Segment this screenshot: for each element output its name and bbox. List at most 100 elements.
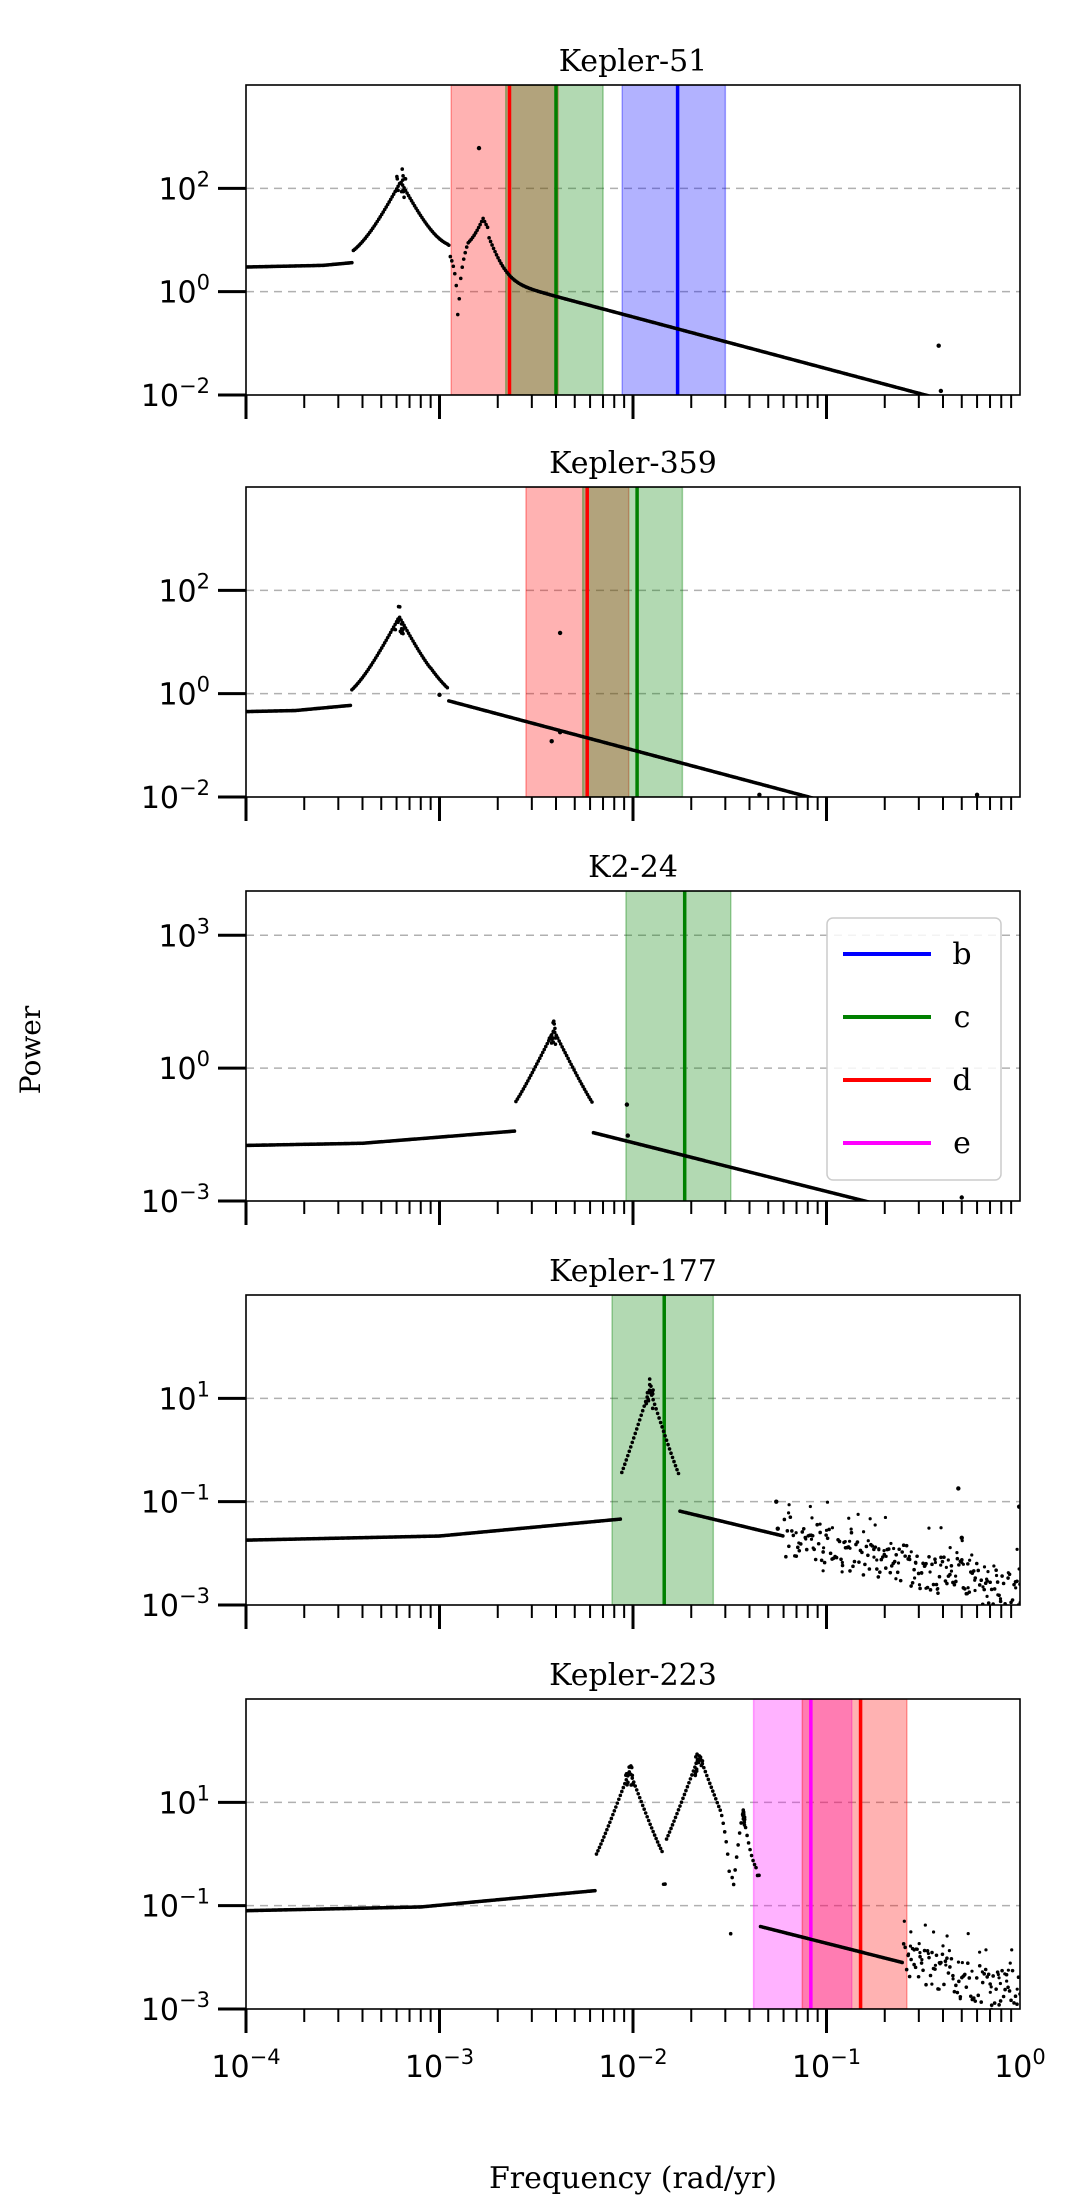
- spectrum-point: [654, 1836, 658, 1841]
- spectrum-point: [981, 1585, 985, 1589]
- spectrum-point: [866, 1539, 870, 1543]
- spectrum-point: [947, 1949, 952, 1953]
- spectrum-point: [1010, 1598, 1015, 1602]
- spectrum-point: [693, 1773, 698, 1778]
- spectrum-point: [460, 265, 465, 269]
- spectrum-point: [1004, 1972, 1009, 1977]
- spectrum-point: [719, 1813, 724, 1818]
- spectrum-point: [606, 1824, 611, 1828]
- spectrum-point: [576, 1076, 581, 1081]
- spectrum-point: [875, 1567, 879, 1571]
- spectrum-point: [622, 1462, 627, 1467]
- spectrum-point: [971, 1996, 976, 2000]
- spectrum-point: [857, 1560, 861, 1564]
- spectrum-point: [657, 1843, 661, 1848]
- band-planet-c: [625, 891, 732, 1201]
- spectrum-point: [877, 1203, 881, 1207]
- spectrum-point: [939, 1555, 943, 1560]
- y-tick-label: 100: [158, 673, 210, 713]
- spectrum-point: [350, 260, 354, 265]
- spectrum-point: [699, 1763, 704, 1768]
- spectrum-point: [564, 1053, 569, 1058]
- spectrum-point: [478, 222, 482, 227]
- spectrum-point: [655, 1411, 660, 1416]
- spectrum-point: [709, 1785, 714, 1790]
- spectrum-point: [455, 312, 460, 317]
- spectrum-point: [512, 1129, 517, 1133]
- spectrum-point: [399, 622, 404, 626]
- spectrum-point: [682, 1792, 687, 1797]
- spectrum-point: [933, 1557, 937, 1562]
- spectrum-point: [946, 1558, 950, 1562]
- spectrum-point: [821, 1546, 826, 1550]
- spectrum-point: [830, 1526, 835, 1530]
- spectrum-point: [938, 397, 942, 401]
- spectrum-point: [883, 1515, 888, 1520]
- spectrum-point: [637, 1795, 642, 1800]
- spectrum-point: [691, 1769, 696, 1773]
- spectrum-point: [888, 1570, 893, 1575]
- spectrum-point: [572, 1068, 576, 1072]
- spectrum-point: [788, 1515, 793, 1520]
- spectrum-point: [920, 1571, 924, 1575]
- spectrum-point: [837, 1539, 842, 1544]
- spectrum-point: [827, 1527, 831, 1532]
- spectrum-point: [485, 225, 490, 230]
- spectrum-point: [962, 1974, 966, 1978]
- spectrum-point: [889, 1541, 893, 1546]
- spectrum-point: [630, 1440, 635, 1445]
- spectrum-point: [821, 1550, 825, 1554]
- spectrum-point: [954, 1579, 958, 1584]
- spectrum-point: [781, 1534, 785, 1538]
- spectrum-point: [673, 1463, 678, 1468]
- spectrum-point: [741, 1817, 746, 1821]
- spectrum-point: [664, 1837, 669, 1841]
- spectrum-point: [944, 1565, 948, 1569]
- spectrum-point: [536, 1059, 541, 1063]
- spectrum-point: [450, 259, 454, 263]
- spectrum-point: [992, 1587, 997, 1591]
- outlier-point: [775, 1526, 780, 1531]
- outlier-point: [557, 729, 563, 735]
- x-tick-label: 10−1: [792, 2045, 861, 2085]
- spectrum-point: [401, 174, 405, 178]
- y-tick-label: 10−1: [141, 1481, 210, 1521]
- spectrum-point: [629, 1764, 633, 1768]
- spectrum-point: [1006, 1985, 1010, 1990]
- spectrum-point: [390, 195, 394, 199]
- spectrum-point: [1006, 1576, 1010, 1580]
- spectrum-point: [1015, 1987, 1019, 1991]
- x-tick-label: 10−2: [598, 2045, 667, 2085]
- spectrum-point: [968, 1994, 973, 1999]
- spectrum-point: [593, 1888, 597, 1893]
- y-tick-label: 100: [158, 1047, 210, 1087]
- outlier-point: [476, 145, 482, 151]
- band-planet-c: [582, 487, 684, 797]
- spectrum-point: [661, 1429, 666, 1434]
- spectrum-point: [921, 1968, 925, 1973]
- spectrum-point: [797, 1541, 801, 1545]
- spectrum-point: [481, 216, 485, 221]
- spectrum-points: [246, 145, 944, 401]
- spectrum-point: [657, 1416, 661, 1420]
- spectrum-point: [956, 1960, 961, 1964]
- spectrum-point: [901, 1543, 906, 1548]
- spectrum-point: [1007, 1989, 1012, 1993]
- spectrum-point: [855, 1540, 860, 1544]
- spectrum-points: [246, 1377, 1020, 1605]
- spectrum-point: [461, 257, 466, 261]
- spectrum-point: [851, 1564, 855, 1569]
- y-tick-label: 10−2: [141, 374, 210, 414]
- spectrum-point: [529, 1073, 533, 1078]
- spectrum-point: [994, 1568, 998, 1572]
- spectrum-point: [810, 1533, 815, 1538]
- spectrum-points: [246, 1752, 1020, 2009]
- spectrum-point: [983, 1967, 988, 1972]
- outlier-point: [936, 343, 941, 348]
- outlier-point: [625, 1133, 631, 1138]
- spectrum-point: [581, 1084, 585, 1089]
- spectrum-point: [1005, 1979, 1009, 1983]
- spectrum-point: [973, 1576, 978, 1580]
- spectrum-point: [924, 1982, 928, 1987]
- spectrum-point: [718, 1808, 723, 1813]
